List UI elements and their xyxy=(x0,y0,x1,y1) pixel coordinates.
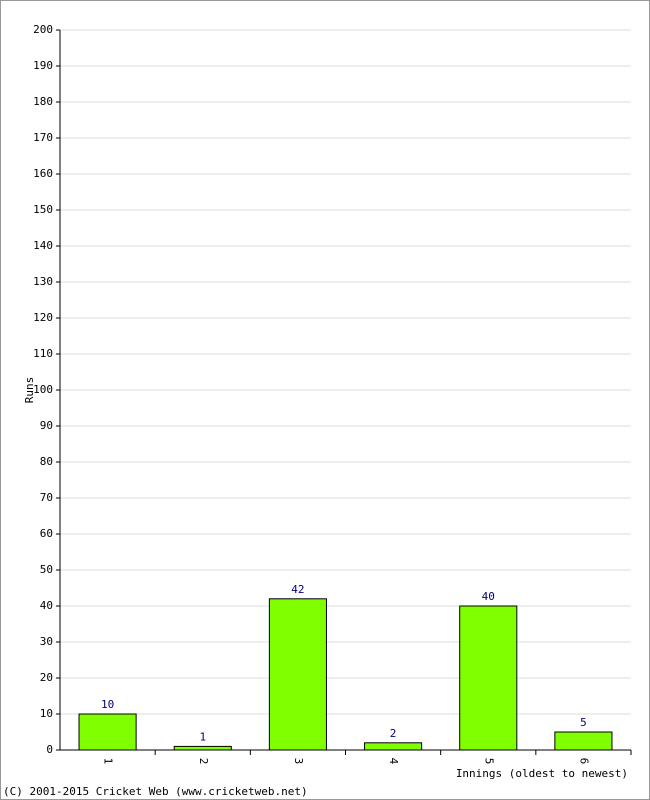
x-axis-label: Innings (oldest to newest) xyxy=(456,767,628,780)
footer: (C) 2001-2015 Cricket Web (www.cricketwe… xyxy=(3,785,308,798)
value-label: 42 xyxy=(291,583,304,596)
y-tick-label: 80 xyxy=(40,455,53,468)
bar xyxy=(459,605,518,751)
value-label: 1 xyxy=(199,730,206,743)
y-tick-label: 60 xyxy=(40,527,53,540)
bar xyxy=(554,731,613,751)
y-tick-label: 90 xyxy=(40,419,53,432)
y-tick-label: 140 xyxy=(33,239,53,252)
y-tick-label: 0 xyxy=(46,743,53,756)
y-tick-label: 10 xyxy=(40,707,53,720)
y-tick-label: 200 xyxy=(33,23,53,36)
value-label: 5 xyxy=(580,716,587,729)
bar xyxy=(78,713,137,751)
y-tick-label: 180 xyxy=(33,95,53,108)
y-tick-label: 190 xyxy=(33,59,53,72)
y-tick-label: 20 xyxy=(40,671,53,684)
x-tick-label: 3 xyxy=(292,758,305,765)
y-tick-label: 30 xyxy=(40,635,53,648)
x-tick-label: 2 xyxy=(197,758,210,765)
bar xyxy=(268,598,327,751)
x-tick-label: 1 xyxy=(102,758,115,765)
x-tick-label: 6 xyxy=(577,758,590,765)
x-tick-label: 5 xyxy=(482,758,495,765)
value-label: 40 xyxy=(482,590,495,603)
y-tick-label: 100 xyxy=(33,383,53,396)
bar xyxy=(364,742,423,751)
y-tick-label: 50 xyxy=(40,563,53,576)
y-tick-label: 170 xyxy=(33,131,53,144)
y-tick-label: 70 xyxy=(40,491,53,504)
y-tick-label: 130 xyxy=(33,275,53,288)
y-tick-label: 160 xyxy=(33,167,53,180)
bar xyxy=(173,745,232,751)
y-tick-label: 110 xyxy=(33,347,53,360)
y-tick-label: 120 xyxy=(33,311,53,324)
x-tick-label: 4 xyxy=(387,758,400,765)
y-tick-label: 150 xyxy=(33,203,53,216)
value-label: 10 xyxy=(101,698,114,711)
y-axis-label: Runs xyxy=(23,377,36,404)
value-label: 2 xyxy=(390,727,397,740)
y-tick-label: 40 xyxy=(40,599,53,612)
